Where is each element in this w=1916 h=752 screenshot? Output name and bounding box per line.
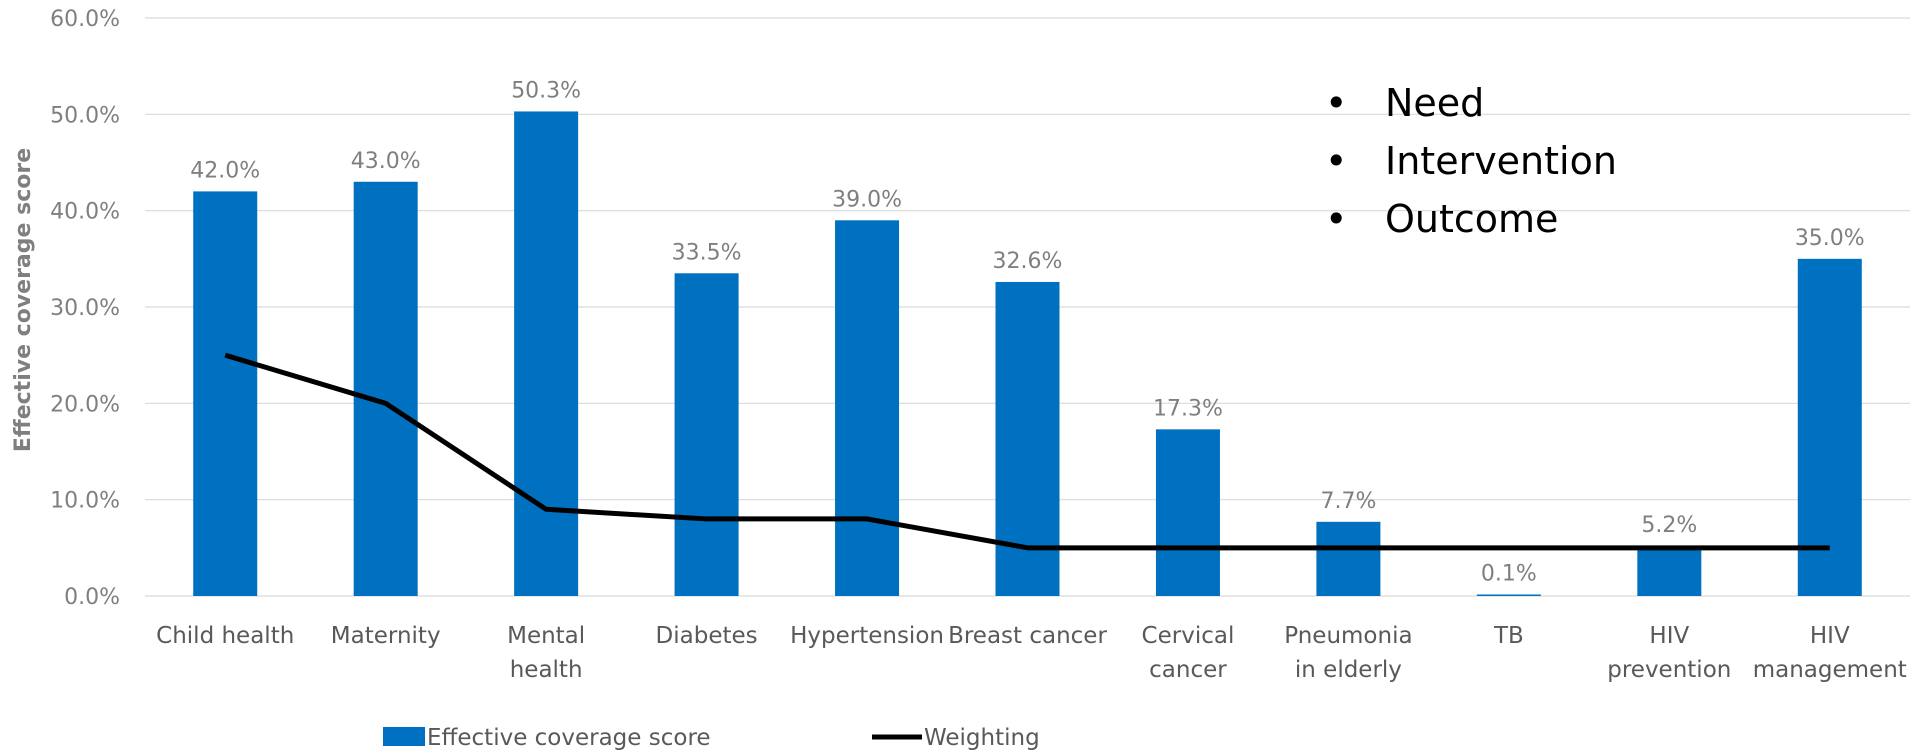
annotation-bullet: • [1325, 81, 1347, 125]
y-tick-label: 10.0% [50, 489, 120, 514]
x-tick-label-line: prevention [1607, 657, 1731, 683]
annotation-box: • Need • Intervention • Outcome [1325, 81, 1617, 241]
x-tick-label-line: Hypertension [790, 623, 944, 649]
annotation-bullet: • [1325, 139, 1347, 183]
x-tick-label-line: Mental [507, 623, 585, 649]
data-label: 50.3% [511, 78, 581, 103]
y-tick-labels: 0.0% 10.0% 20.0% 30.0% 40.0% 50.0% 60.0% [50, 7, 120, 610]
y-tick-label: 60.0% [50, 7, 120, 32]
bar [1637, 545, 1702, 596]
bar [1155, 429, 1220, 596]
x-tick-label: Child health [156, 623, 294, 649]
y-tick-label: 40.0% [50, 200, 120, 225]
annotation-bullet: • [1325, 197, 1347, 241]
y-axis-label: Effective coverage score [11, 148, 36, 452]
annotation-item-intervention: Intervention [1385, 139, 1617, 183]
bar [835, 220, 900, 597]
annotation-item-outcome: Outcome [1385, 197, 1558, 241]
annotation-item-need: Need [1385, 81, 1484, 125]
x-tick-label: Cervical cancer [1142, 623, 1235, 683]
x-tick-label: Maternity [331, 623, 441, 649]
bar [1476, 594, 1541, 596]
data-label: 35.0% [1795, 226, 1865, 251]
bar [353, 181, 418, 596]
data-label: 42.0% [190, 158, 260, 183]
x-tick-label-line: Breast cancer [948, 623, 1107, 649]
legend: Effective coverage score Weighting [383, 725, 1040, 751]
x-tick-label: Mental health [507, 623, 585, 683]
x-tick-label: Pneumonia in elderly [1284, 623, 1412, 683]
y-tick-label: 20.0% [50, 392, 120, 417]
x-tick-label-line: Maternity [331, 623, 441, 649]
bar [514, 111, 579, 597]
data-label: 7.7% [1320, 489, 1376, 514]
bar [1797, 258, 1862, 596]
data-label: 43.0% [351, 149, 421, 174]
x-tick-label-line: Child health [156, 623, 294, 649]
x-tick-label-line: cancer [1149, 657, 1227, 683]
x-tick-label-line: Pneumonia [1284, 623, 1412, 649]
y-tick-label: 50.0% [50, 103, 120, 128]
y-tick-label: 0.0% [64, 585, 120, 610]
x-tick-label: Breast cancer [948, 623, 1107, 649]
bars [193, 111, 1862, 597]
data-label: 39.0% [832, 187, 902, 212]
legend-label-effective-coverage: Effective coverage score [427, 725, 711, 751]
y-tick-label: 30.0% [50, 296, 120, 321]
x-tick-label: HIV management [1753, 623, 1907, 683]
data-label: 33.5% [672, 240, 742, 265]
x-tick-label-line: management [1753, 657, 1907, 683]
x-tick-label-line: Diabetes [656, 623, 758, 649]
data-label: 32.6% [993, 249, 1063, 274]
data-label: 17.3% [1153, 396, 1223, 421]
legend-label-weighting: Weighting [924, 725, 1040, 751]
data-labels: 42.0% 43.0% 50.3% 33.5% 39.0% 32.6% 17.3% 7.7% 0… [190, 78, 1864, 586]
x-tick-label: Diabetes [656, 623, 758, 649]
x-tick-label-line: in elderly [1295, 657, 1402, 683]
data-label: 0.1% [1481, 562, 1537, 587]
weighting-line-layer [224, 352, 1830, 551]
bar [674, 273, 739, 596]
legend-swatch-effective-coverage [383, 727, 425, 746]
bar [1316, 521, 1381, 596]
x-tick-label-line: Cervical [1142, 623, 1235, 649]
x-tick-label-line: TB [1493, 623, 1524, 649]
data-label: 5.2% [1641, 513, 1697, 538]
x-tick-label-line: health [510, 657, 583, 683]
x-tick-label: Hypertension [790, 623, 944, 649]
x-tick-label-line: HIV [1810, 623, 1850, 649]
x-tick-label-line: HIV [1649, 623, 1689, 649]
x-tick-label: HIV prevention [1607, 623, 1731, 683]
x-tick-labels: Child health Maternity Mental health Diabete… [156, 623, 1907, 683]
x-tick-label: TB [1493, 623, 1524, 649]
bar [193, 191, 258, 596]
